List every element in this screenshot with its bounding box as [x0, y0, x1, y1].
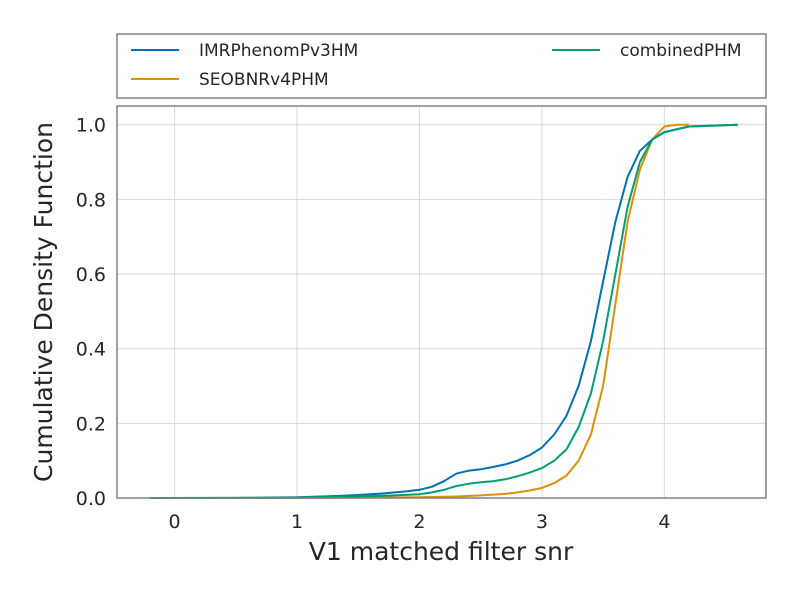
series-line-seobnrv4phm — [150, 123, 689, 499]
legend-label-seobnrv4phm: SEOBNRv4PHM — [199, 70, 329, 90]
legend-label-imrphenompv3hm: IMRPhenomPv3HM — [199, 41, 358, 61]
x-axis-label: V1 matched filter snr — [309, 537, 574, 566]
x-tick-label: 1 — [291, 511, 303, 533]
legend: IMRPhenomPv3HM SEOBNRv4PHM combinedPHM — [116, 33, 767, 99]
y-tick-label: 0.2 — [76, 413, 106, 435]
legend-label-combinedphm: combinedPHM — [620, 41, 742, 61]
x-tick-label: 0 — [169, 511, 181, 533]
y-tick-label: 0.0 — [76, 488, 106, 510]
x-tick-label: 2 — [413, 511, 425, 533]
series-line-combinedphm — [150, 123, 738, 499]
y-tick-label: 1.0 — [76, 115, 106, 137]
y-axis-label: Cumulative Density Function — [29, 122, 58, 482]
legend-frame — [116, 33, 767, 99]
plot-frame — [116, 105, 767, 499]
y-tick-label: 0.8 — [76, 189, 106, 211]
y-tick-label: 0.4 — [76, 339, 106, 361]
plot-background — [117, 106, 766, 498]
x-tick-label: 4 — [658, 511, 670, 533]
plot-area — [116, 105, 767, 499]
y-tick-labels: 0.0 0.2 0.4 0.6 0.8 1.0 — [76, 115, 106, 510]
series-line-imrphenompv3hm — [150, 123, 738, 499]
x-tick-labels: 0 1 2 3 4 — [169, 511, 671, 533]
y-tick-label: 0.6 — [76, 264, 106, 286]
x-tick-label: 3 — [536, 511, 548, 533]
series-lines — [150, 123, 738, 499]
